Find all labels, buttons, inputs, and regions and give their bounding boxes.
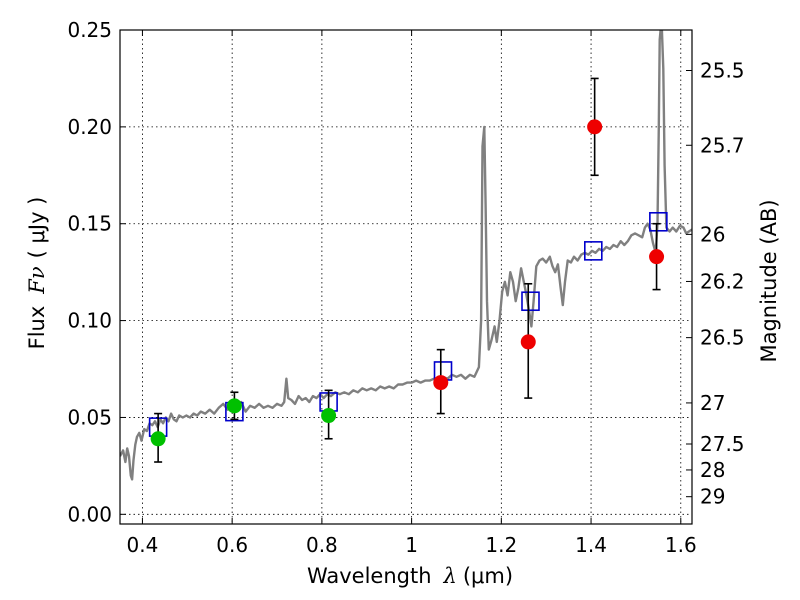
plot-data xyxy=(120,30,692,481)
model-photometry-square xyxy=(649,211,668,232)
mag-tick-label: 29 xyxy=(700,485,725,509)
y-axis-label: Flux xyxy=(25,306,49,350)
photometry-point xyxy=(321,408,337,424)
photometry-point xyxy=(587,119,603,135)
x-tick-label: 0.6 xyxy=(216,533,248,557)
x-tick-label: 0.8 xyxy=(306,533,338,557)
mag-tick-label: 26.2 xyxy=(700,269,745,293)
mag-tick-label: 25.7 xyxy=(700,133,745,157)
plot-frame xyxy=(119,29,693,525)
photometry-point xyxy=(433,375,449,391)
y-tick-label: 0.00 xyxy=(67,502,112,526)
model-photometry-square xyxy=(584,241,603,261)
x-axis-title: Wavelength λ (μm) xyxy=(307,564,513,588)
x-axis-unit: (μm) xyxy=(463,564,513,588)
x-axis-label: Wavelength xyxy=(307,564,432,588)
x-tick-label: 0.4 xyxy=(127,533,159,557)
y-tick-label: 0.20 xyxy=(67,115,112,139)
x-axis-symbol: λ xyxy=(443,564,457,588)
y2-axis-title: Magnitude (AB) xyxy=(757,199,781,362)
mag-tick-label: 27.5 xyxy=(700,432,745,456)
photometry-point xyxy=(520,334,536,350)
y-tick-label: 0.15 xyxy=(67,212,112,236)
mag-tick-label: 26 xyxy=(700,222,725,246)
model-photometry-square xyxy=(521,291,540,312)
photometry-point xyxy=(649,249,665,265)
x-tick-label: 1 xyxy=(405,533,418,557)
x-tick-label: 1.4 xyxy=(575,533,607,557)
mag-tick-label: 25.5 xyxy=(700,58,745,82)
y-tick-label: 0.25 xyxy=(67,18,112,42)
y-tick-label: 0.05 xyxy=(67,405,112,429)
x-tick-label: 1.6 xyxy=(665,533,697,557)
y-axis-unit: ( μJy ) xyxy=(25,197,49,259)
mag-tick-label: 27 xyxy=(700,391,725,415)
mag-tick-label: 26.5 xyxy=(700,326,745,350)
grid xyxy=(120,29,692,524)
mag-tick-label: 28 xyxy=(700,458,725,482)
spectrum-line xyxy=(120,30,692,481)
photometry-point xyxy=(150,431,166,447)
x-tick-label: 1.2 xyxy=(485,533,517,557)
y-tick-label: 0.10 xyxy=(67,309,112,333)
photometry-point xyxy=(226,398,242,414)
ticks: 0.4 0.6 0.8 1 1.2 1.4 1.6 0.00 0.05 0.10 0.15 0.20 0… xyxy=(67,18,744,557)
y-axis-symbol: Fν xyxy=(25,266,49,295)
y-axis-title: Flux Fν ( μJy ) xyxy=(25,197,49,350)
